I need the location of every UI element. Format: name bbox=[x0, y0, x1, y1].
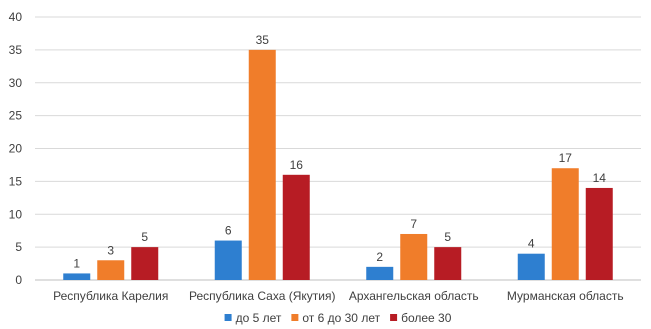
bar-1-1 bbox=[248, 49, 276, 280]
bar-2-2 bbox=[434, 247, 462, 280]
legend-item-1: от 6 до 30 лет bbox=[291, 311, 381, 325]
data-label-1-0: 3 bbox=[107, 243, 114, 257]
bar-1-0 bbox=[97, 260, 125, 280]
y-tick-label-15: 15 bbox=[9, 174, 23, 188]
bar-0-1 bbox=[214, 240, 242, 280]
bar-0-0 bbox=[63, 273, 91, 280]
data-label-2-1: 16 bbox=[290, 158, 304, 172]
legend-item-0: до 5 лет bbox=[224, 311, 282, 325]
data-label-1-1: 35 bbox=[256, 33, 270, 47]
legend-label-2: более 30 bbox=[401, 311, 452, 325]
data-label-2-3: 14 bbox=[593, 171, 607, 185]
y-axis-tick-labels: 0 5 10 15 20 25 30 35 40 bbox=[9, 10, 23, 287]
bar-2-3 bbox=[585, 187, 613, 280]
y-tick-label-20: 20 bbox=[9, 142, 23, 156]
category-label-2: Архангельская область bbox=[349, 289, 479, 303]
y-tick-label-10: 10 bbox=[9, 207, 23, 221]
bar-2-0 bbox=[131, 247, 159, 280]
legend-label-0: до 5 лет bbox=[236, 311, 282, 325]
data-label-0-3: 4 bbox=[528, 237, 535, 251]
legend-swatch-2 bbox=[390, 314, 398, 321]
data-label-0-2: 2 bbox=[376, 250, 383, 264]
category-label-3: Мурманская область bbox=[507, 289, 624, 303]
category-label-0: Республика Карелия bbox=[53, 289, 168, 303]
data-label-2-0: 5 bbox=[141, 230, 148, 244]
y-tick-label-30: 30 bbox=[9, 76, 23, 90]
category-label-1: Республика Саха (Якутия) bbox=[189, 289, 335, 303]
y-tick-label-0: 0 bbox=[15, 273, 22, 287]
legend-swatch-1 bbox=[291, 314, 299, 321]
legend-swatch-0 bbox=[224, 314, 232, 321]
y-tick-label-40: 40 bbox=[9, 10, 23, 24]
bar-1-2 bbox=[400, 233, 428, 280]
data-label-0-1: 6 bbox=[225, 224, 232, 238]
data-label-2-2: 5 bbox=[444, 230, 451, 244]
bar-0-2 bbox=[366, 266, 394, 280]
x-axis-category-labels: Республика Карелия Республика Саха (Якути… bbox=[53, 289, 623, 303]
data-label-0-0: 1 bbox=[73, 256, 80, 270]
legend-label-1: от 6 до 30 лет bbox=[302, 311, 380, 325]
gridlines bbox=[35, 16, 641, 281]
legend-item-2: более 30 bbox=[390, 311, 452, 325]
bar-2-1 bbox=[282, 174, 310, 280]
legend: до 5 лет от 6 до 30 лет более 30 bbox=[224, 311, 452, 325]
data-label-1-2: 7 bbox=[410, 217, 417, 231]
bar-0-3 bbox=[517, 253, 545, 280]
y-tick-label-5: 5 bbox=[15, 240, 22, 254]
bar-1-3 bbox=[551, 168, 579, 280]
y-tick-label-25: 25 bbox=[9, 109, 23, 123]
y-tick-label-35: 35 bbox=[9, 43, 23, 57]
data-label-1-3: 17 bbox=[559, 151, 573, 165]
bars bbox=[63, 49, 613, 280]
